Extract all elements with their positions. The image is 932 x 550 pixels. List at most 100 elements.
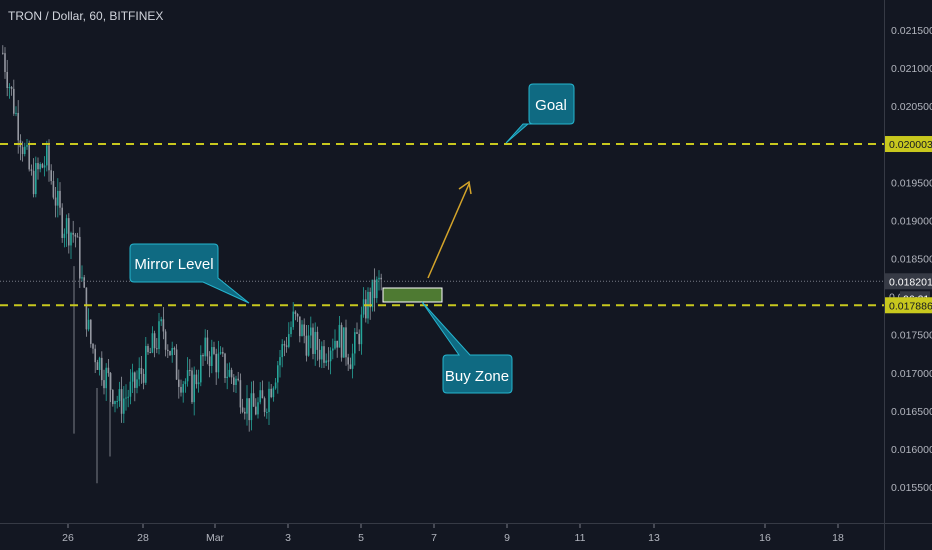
candle-body <box>356 332 358 334</box>
candle-body <box>244 411 246 414</box>
price-tick-label: 0.021500 <box>891 25 932 37</box>
candle-body <box>345 327 347 358</box>
projection-arrow[interactable] <box>427 180 472 279</box>
price-tick-label: 0.019500 <box>891 177 932 189</box>
mirror-level-tag: 0.017886 <box>885 297 932 314</box>
candle-body <box>354 332 356 354</box>
candle-body <box>250 393 253 421</box>
time-tick-label: 3 <box>285 532 291 544</box>
time-axis[interactable]: 26 28 Mar 3 5 7 9 11 13 16 18 <box>62 524 844 544</box>
candle-body <box>305 335 308 356</box>
candle-body <box>215 353 217 373</box>
candle-body <box>336 340 338 348</box>
candle-body <box>162 319 165 332</box>
goal-callout[interactable]: Goal <box>505 83 575 144</box>
candle-body <box>61 207 63 238</box>
buy-zone-box[interactable] <box>382 287 443 303</box>
candle-body <box>219 352 222 354</box>
candle-body <box>373 279 376 299</box>
candle-body <box>257 402 259 415</box>
candle-body <box>171 347 173 356</box>
time-tick-label: 5 <box>358 532 364 544</box>
candle-body <box>92 343 94 349</box>
price-tick-label: 0.016500 <box>891 406 932 418</box>
price-tick-label: 0.017500 <box>891 330 932 342</box>
candle-body <box>46 145 48 166</box>
candle-body <box>259 390 261 403</box>
candle-body <box>189 370 191 372</box>
candle-body <box>211 347 213 366</box>
candle-body <box>59 190 61 208</box>
candle-body <box>4 53 6 72</box>
last-price-tag-label: 0.018201 <box>889 276 932 288</box>
candle-body <box>369 291 371 308</box>
price-axis[interactable]: 0.021500 0.021000 0.020500 0.019500 0.019000… <box>891 25 932 494</box>
candle-body <box>349 364 352 369</box>
candle-body <box>248 398 250 421</box>
candle-body <box>303 324 305 336</box>
candle-body <box>226 376 228 378</box>
candle-body <box>114 401 116 405</box>
mirror-level-callout[interactable]: Mirror Level <box>129 243 250 304</box>
candle-body <box>167 349 169 352</box>
candle-body <box>127 396 129 398</box>
candle-body <box>228 369 231 377</box>
candle-body <box>26 145 28 147</box>
chart-title: TRON / Dollar, 60, BITFINEX <box>8 9 164 23</box>
price-tick-label: 0.021000 <box>891 63 932 75</box>
candle-body <box>85 287 88 330</box>
candle-body <box>318 349 321 360</box>
candles-layer <box>2 45 382 484</box>
candle-body <box>184 381 187 385</box>
candle-body <box>362 299 365 315</box>
candle-body <box>131 372 134 382</box>
candle-body <box>182 384 184 393</box>
candle-body <box>290 327 292 335</box>
candle-body <box>145 346 147 383</box>
candle-body <box>224 353 226 378</box>
candle-body <box>101 357 103 381</box>
candle-body <box>233 377 235 385</box>
candle-body <box>112 389 114 405</box>
price-tick-label: 0.019000 <box>891 215 932 227</box>
candle-body <box>109 373 112 390</box>
candle-body <box>87 319 90 330</box>
goal-level-tag-label: 0.020003 <box>889 139 932 151</box>
price-tick-label: 0.020500 <box>891 101 932 113</box>
candle-body <box>193 374 195 403</box>
candle-body <box>235 378 237 385</box>
candle-body <box>213 347 215 354</box>
buy-zone-callout[interactable]: Buy Zone <box>421 301 513 394</box>
time-tick-label: 9 <box>504 532 510 544</box>
time-tick-label: Mar <box>206 532 225 544</box>
candle-body <box>175 349 178 380</box>
candle-body <box>63 233 66 238</box>
candle-body <box>90 319 92 344</box>
candle-body <box>252 393 255 407</box>
candle-body <box>314 331 316 354</box>
candle-body <box>195 374 198 385</box>
candle-body <box>310 327 312 336</box>
candle-body <box>274 382 277 389</box>
candle-body <box>316 331 319 350</box>
candle-body <box>8 86 11 89</box>
candle-body <box>312 327 314 354</box>
mirror-level-callout-label: Mirror Level <box>134 256 213 273</box>
candle-body <box>186 370 189 382</box>
candle-body <box>57 190 59 206</box>
candle-body <box>10 86 13 89</box>
candle-body <box>41 164 44 168</box>
candle-body <box>246 398 248 414</box>
candle-body <box>277 365 279 383</box>
candle-body <box>299 316 301 337</box>
candle-body <box>54 197 57 206</box>
candle-body <box>118 389 121 402</box>
candle-body <box>70 232 72 246</box>
candle-body <box>17 112 19 141</box>
candle-body <box>147 346 149 353</box>
time-tick-label: 13 <box>648 532 660 544</box>
candle-body <box>222 352 224 354</box>
candle-body <box>151 333 154 353</box>
candle-body <box>138 368 140 380</box>
